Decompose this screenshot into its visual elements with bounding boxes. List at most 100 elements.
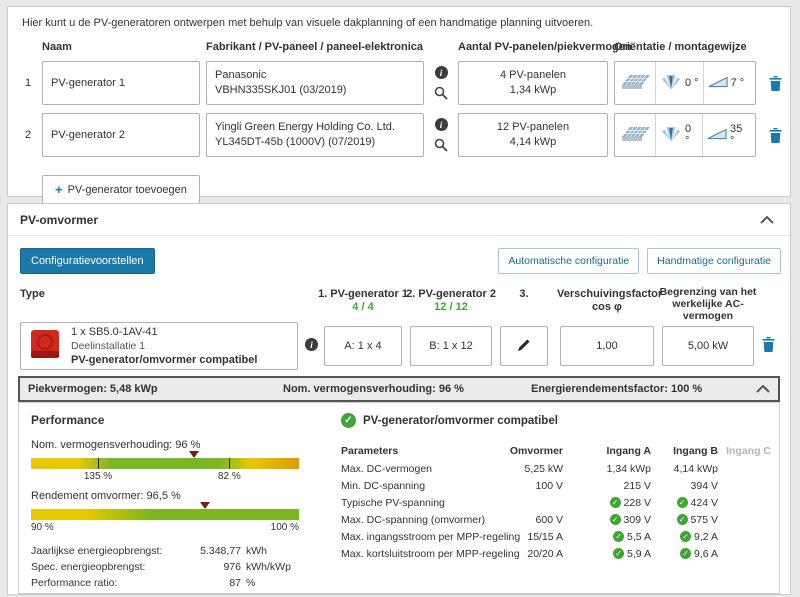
efficiency-marker [200,502,211,509]
ok-check-icon: ✓ [676,497,688,508]
performance-title: Performance [31,413,105,427]
compat-row-max-dc-power: Max. DC-vermogen 5,25 kW 1,34 kWp 4,14 k… [341,462,718,475]
compatibility-title: PV-generator/omvormer compatibel [363,414,558,427]
efficiency-min: 90 % [31,522,54,533]
ok-check-icon: ✓ [609,514,621,525]
panel-search-icon[interactable] [434,86,448,100]
power-ratio-marker [189,451,200,458]
col-header-ingang-c: Ingang C [726,444,771,457]
results-summary-strip[interactable]: Piekvermogen: 5,48 kWp Nom. vermogensver… [18,376,780,402]
delete-generator-button[interactable] [762,113,788,157]
add-generator-button[interactable]: + PV-generator toevoegen [42,175,200,204]
orientation-field[interactable]: 0 ° 35 ° [614,113,756,157]
inverter-model: 1 x SB5.0-1AV-41 [71,326,158,338]
panel-count: 4 PV-panelen [499,68,567,81]
peak-power-summary: Piekvermogen: 5,48 kWp [28,383,158,395]
efficiency-gauge [31,502,299,520]
stat-row: Jaarlijkse energieopbrengst: 5.348,77 kW… [31,545,267,557]
inverter-section-header: PV-omvormer [8,204,790,236]
compat-row-max-input-current: Max. ingangsstroom per MPP-regeling 15/1… [341,530,718,543]
generator-row-2: 2 PV-generator 2 Yingli Green Energy Hol… [20,113,790,157]
peak-power: 4,14 kWp [509,136,557,148]
compatibility-table-header: Parameters Omvormer Ingang A Ingang B In… [341,444,771,457]
configuration-proposals-button[interactable]: Configuratievoorstellen [20,248,155,274]
generator-name: PV-generator 2 [51,129,125,141]
ac-limit-field[interactable]: 5,00 kW [662,326,754,366]
power-ratio-gauge [31,451,299,469]
orientation-field[interactable]: 0 ° 7 ° [614,61,756,105]
add-generator-label: PV-generator toevoegen [67,183,187,196]
delete-inverter-button[interactable] [762,337,775,352]
tilt-icon [708,75,728,92]
automatic-configuration-button[interactable]: Automatische configuratie [498,248,640,274]
stat-row: Performance ratio: 87 % [31,577,256,589]
generator-2-count: 12 / 12 [434,301,468,313]
power-ratio-summary: Nom. vermogensverhouding: 96 % [283,383,464,395]
peak-power: 1,34 kWp [509,84,557,96]
ok-check-icon: ✓ [613,531,625,542]
collapse-details-chevron-up-icon[interactable] [756,385,770,393]
collapse-section-chevron-up-icon[interactable] [760,216,774,224]
row-index: 2 [24,129,32,141]
col-header-ac-limit: Begrenzing van het werkelijke AC-vermoge… [659,286,757,322]
generator-row-1: 1 PV-generator 1 Panasonic VBHN335SKJ01 … [20,61,790,105]
subinstallation-label: Deelinstallatie 1 [71,340,146,352]
col-header-cos-phi: Verschuivingsfactor cos φ [557,288,663,313]
azimuth-value: 0 ° [685,77,699,89]
panel-model: YL345DT-45b (1000V) (07/2019) [215,136,376,148]
compat-row-typical-pv-voltage: Typische PV-spanning ✓ 228 V ✓ 424 V [341,496,718,509]
pv-generators-card: Hier kunt u de PV-generatoren ontwerpen … [7,6,791,204]
col-header-generator-2: 2. PV-generator 2 12 / 12 [373,288,529,314]
efficiency-bar-label: Rendement omvormer: 96,5 % [31,490,181,502]
panel-selector-field[interactable]: Yingli Green Energy Holding Co. Ltd. YL3… [206,113,424,157]
compatibility-label: PV-generator/omvormer compatibel [71,354,258,366]
delete-generator-button[interactable] [762,61,788,105]
col-header-type: Type [20,288,45,300]
generator-name: PV-generator 1 [51,77,125,89]
section-title: PV-omvormer [20,213,99,227]
col-header-slot-3: 3. [519,288,529,300]
panel-selector-field[interactable]: Panasonic VBHN335SKJ01 (03/2019) [206,61,424,105]
generators-table-header: Naam Fabrikant / PV-paneel / paneel-elek… [20,41,790,53]
plus-icon: + [55,182,63,197]
panel-model: VBHN335SKJ01 (03/2019) [215,84,347,96]
stat-row: Spec. energieopbrengst: 976 kWh/kWp [31,561,291,573]
panel-search-icon[interactable] [434,138,448,152]
manual-configuration-button[interactable]: Handmatige configuratie [647,248,781,274]
compat-row-min-dc-voltage: Min. DC-spanning 100 V 215 V 394 V [341,479,718,492]
performance-stats: Jaarlijkse energieopbrengst: 5.348,77 kW… [31,543,319,594]
input-c-edit-field[interactable] [500,326,548,366]
azimuth-icon [660,73,682,94]
col-header-fabrikant: Fabrikant / PV-paneel / paneel-elektroni… [206,41,424,53]
ok-check-icon: ✓ [676,514,688,525]
inverter-type-field[interactable]: 1 x SB5.0-1AV-41 Deelinstallatie 1 PV-ge… [20,322,298,370]
tilt-value: 35 ° [729,123,743,147]
details-panel: Performance Nom. vermogensverhouding: 96… [18,402,780,594]
power-ratio-bar-label: Nom. vermogensverhouding: 96 % [31,439,201,451]
generator-name-field[interactable]: PV-generator 2 [42,113,200,157]
generator-name-field[interactable]: PV-generator 1 [42,61,200,105]
stat-row: Vollasturen: 1069,8 h [31,591,319,594]
compatibility-panel: ✓ PV-generator/omvormer compatibel Param… [331,407,775,562]
energy-factor-summary: Energierendementsfactor: 100 % [531,383,703,395]
inverter-info-icon[interactable]: i [305,338,318,351]
roof-mount-icon [621,124,651,147]
ok-check-icon: ✓ [680,531,692,542]
tilt-value: 7 ° [730,77,745,89]
azimuth-icon [660,125,682,146]
input-a-field[interactable]: A: 1 x 4 [324,326,402,366]
panel-info-icon[interactable]: i [434,118,448,131]
edit-pencil-icon [517,338,531,355]
panel-info-icon[interactable]: i [434,66,448,79]
tilt-icon [707,127,727,144]
col-header-aantal: Aantal PV-panelen/piekvermogen [458,41,632,53]
panel-count: 12 PV-panelen [496,120,570,133]
inverter-device-icon [27,327,63,366]
ok-check-icon: ✓ [613,548,625,559]
cos-phi-field[interactable]: 1,00 [560,326,654,366]
panel-count-field[interactable]: 12 PV-panelen 4,14 kWp [458,113,608,157]
panel-count-field[interactable]: 4 PV-panelen 1,34 kWp [458,61,608,105]
pv-inverter-card: PV-omvormer Configuratievoorstellen Auto… [7,203,791,595]
input-b-field[interactable]: B: 1 x 12 [410,326,492,366]
ratio-tick-right: 82 % [217,471,241,482]
